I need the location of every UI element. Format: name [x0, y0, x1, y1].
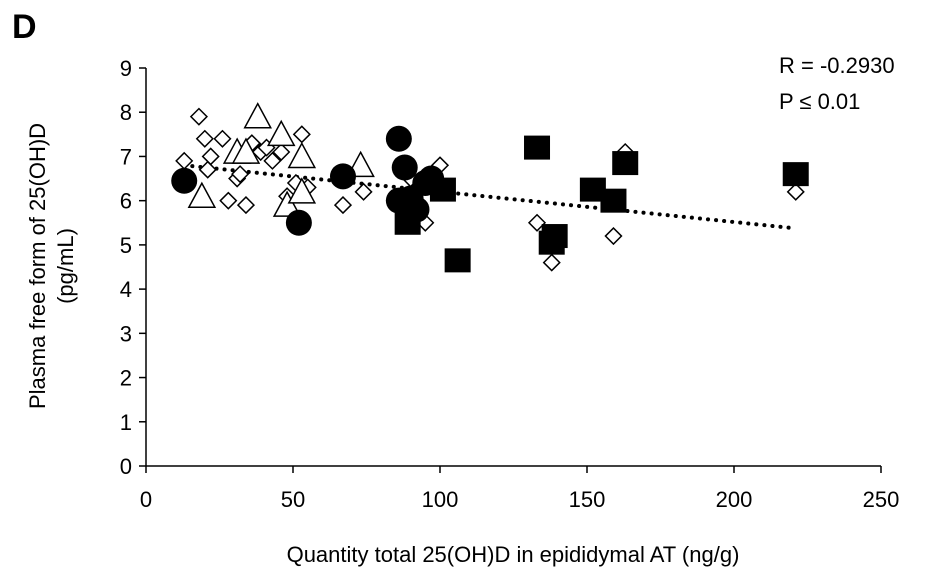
triangle-point: [287, 141, 317, 169]
x-tick-label: 250: [863, 487, 900, 512]
series-triangle-open: [187, 102, 375, 217]
diamond-point: [201, 147, 220, 166]
diamond-point: [189, 107, 208, 126]
diamond-point: [175, 151, 194, 170]
x-tick-label: 200: [716, 487, 753, 512]
square-point: [394, 210, 421, 235]
triangle-point: [243, 102, 272, 129]
diamond-point: [219, 191, 238, 210]
y-tick-label: 8: [120, 100, 132, 125]
circle-point: [391, 154, 418, 181]
y-axis-title: Plasma free form of 25(OH)D (pg/mL): [25, 123, 78, 409]
y-tick-label: 1: [120, 410, 132, 435]
square-point: [782, 162, 809, 187]
diamond-point: [542, 253, 561, 272]
y-axis-title-line2: (pg/mL): [53, 228, 78, 304]
square-point: [612, 151, 639, 176]
y-tick-label: 0: [120, 454, 132, 479]
diamond-point: [292, 125, 311, 144]
y-tick-label: 2: [120, 366, 132, 391]
diamond-point: [213, 129, 232, 148]
x-axis-title: Quantity total 25(OH)D in epididymal AT …: [287, 542, 740, 567]
y-axis: 0 1 2 3 4 5 6 7 8 9: [120, 56, 147, 479]
diamond-point: [604, 226, 623, 246]
circle-point: [329, 163, 356, 190]
x-tick-label: 100: [422, 487, 459, 512]
square-point: [600, 188, 627, 213]
diamond-point: [333, 196, 353, 215]
diamond-point: [198, 160, 217, 179]
y-axis-title-line1: Plasma free form of 25(OH)D: [25, 123, 50, 409]
circle-point: [285, 209, 312, 236]
x-tick-label: 50: [281, 487, 305, 512]
significance-p-label: P ≤ 0.01: [779, 89, 860, 114]
diamond-point: [354, 182, 373, 201]
y-tick-label: 9: [120, 56, 132, 81]
data-points: [171, 102, 809, 273]
diamond-point: [231, 165, 250, 184]
circle-point: [385, 125, 412, 152]
diamond-point: [272, 142, 291, 162]
circle-point: [171, 167, 198, 194]
y-tick-label: 5: [120, 233, 132, 258]
square-point: [524, 135, 551, 160]
triangle-point: [272, 190, 302, 217]
triangle-point: [231, 137, 261, 164]
diamond-point: [263, 151, 282, 170]
trendline: [182, 163, 795, 231]
triangle-point: [266, 119, 296, 147]
square-point: [541, 224, 568, 249]
x-axis: 0 50 100 150 200 250: [140, 465, 900, 512]
y-tick-label: 3: [120, 321, 132, 346]
square-point: [429, 177, 456, 202]
square-point: [444, 248, 471, 273]
x-tick-label: 150: [569, 487, 606, 512]
diamond-point: [236, 196, 256, 215]
correlation-r-label: R = -0.2930: [779, 53, 895, 78]
trendline-group: [182, 163, 795, 231]
triangle-point: [187, 181, 217, 209]
diamond-point: [195, 129, 214, 148]
diamond-point: [786, 182, 805, 201]
triangle-point: [287, 177, 317, 204]
y-tick-label: 6: [120, 189, 132, 214]
y-tick-label: 7: [120, 144, 132, 169]
diamond-point: [527, 213, 547, 232]
series-diamond-open: [175, 107, 805, 272]
x-tick-label: 0: [140, 487, 152, 512]
panel-letter: D: [12, 8, 37, 46]
series-square-filled: [394, 135, 809, 273]
y-tick-label: 4: [120, 277, 132, 302]
